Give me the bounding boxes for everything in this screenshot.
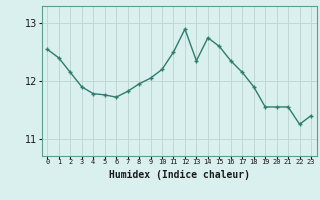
X-axis label: Humidex (Indice chaleur): Humidex (Indice chaleur) [109, 170, 250, 180]
